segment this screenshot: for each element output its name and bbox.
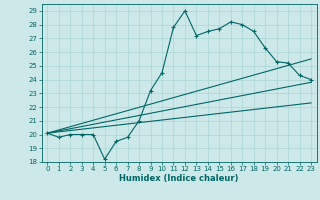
X-axis label: Humidex (Indice chaleur): Humidex (Indice chaleur) <box>119 174 239 183</box>
